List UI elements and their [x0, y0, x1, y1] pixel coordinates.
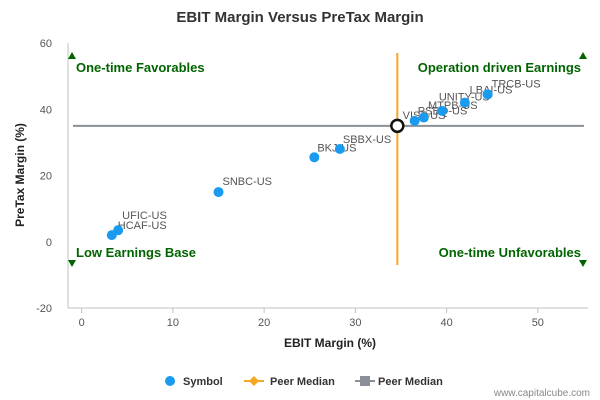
- legend-item-symbol[interactable]: Symbol: [165, 376, 223, 388]
- legend-item-peer-median-vertical[interactable]: Peer Median: [244, 376, 335, 388]
- legend-vertical-median-marker: [249, 376, 259, 386]
- scatter-point[interactable]: [482, 89, 493, 100]
- scatter-points: UFIC-USHCAF-USSNBC-USBKJ-USSBBX-USVIST-U…: [106, 78, 541, 241]
- legend-horizontal-median-marker: [360, 376, 370, 386]
- chart-title: EBIT Margin Versus PreTax Margin: [176, 9, 423, 26]
- y-axis-title: PreTax Margin (%): [13, 123, 27, 227]
- corner-arrow-bottom-right-icon: [579, 260, 587, 267]
- legend-horizontal-median-label: Peer Median: [378, 376, 443, 388]
- quadrant-label-bottom-left: Low Earnings Base: [76, 245, 196, 260]
- legend-vertical-median-label: Peer Median: [270, 376, 335, 388]
- point-label: TRCB-US: [492, 78, 541, 90]
- point-label: SBBX-US: [343, 134, 391, 146]
- y-tick-label: 40: [40, 104, 52, 116]
- axes: [67, 43, 588, 309]
- x-tick-label: 10: [167, 317, 179, 329]
- x-tick-label: 40: [440, 317, 452, 329]
- credit-text[interactable]: www.capitalcube.com: [493, 388, 590, 399]
- x-axis-ticks: 0 10 20 30 40 50: [79, 308, 544, 329]
- legend[interactable]: Symbol Peer Median Peer Median: [165, 376, 443, 388]
- scatter-point[interactable]: [334, 144, 345, 154]
- point-label: UNITY-US: [439, 92, 490, 104]
- point-label: LBAI-US: [470, 84, 513, 96]
- scatter-point[interactable]: [459, 97, 470, 108]
- corner-arrow-bottom-left-icon: [68, 260, 76, 267]
- median-intersection-marker: [390, 118, 405, 134]
- point-label: UFIC-US: [122, 210, 167, 222]
- x-tick-label: 30: [349, 317, 361, 329]
- corner-arrow-top-left-icon: [68, 52, 76, 59]
- x-tick-label: 20: [258, 317, 270, 329]
- x-axis-title: EBIT Margin (%): [284, 336, 376, 350]
- point-label: SNBC-US: [223, 176, 273, 188]
- x-tick-label: 50: [532, 317, 544, 329]
- scatter-point[interactable]: [437, 105, 448, 116]
- y-tick-label: 20: [40, 171, 52, 183]
- legend-symbol-label: Symbol: [183, 376, 223, 388]
- quadrant-label-top-left: One-time Favorables: [76, 60, 205, 75]
- quadrant-corner-arrows: [68, 52, 587, 267]
- scatter-point[interactable]: [309, 152, 320, 163]
- y-tick-label: 0: [46, 237, 52, 249]
- corner-arrow-top-right-icon: [579, 52, 587, 59]
- scatter-point[interactable]: [213, 187, 224, 198]
- y-tick-label: 60: [40, 38, 52, 50]
- legend-symbol-marker: [165, 376, 175, 386]
- y-axis-ticks: -20 0 20 40 60: [36, 38, 52, 315]
- point-label: HCAF-US: [118, 220, 167, 232]
- scatter-point[interactable]: [409, 115, 420, 126]
- y-tick-label: -20: [36, 303, 52, 315]
- quadrant-label-bottom-right: One-time Unfavorables: [439, 245, 581, 260]
- scatter-point[interactable]: [106, 230, 117, 241]
- peer-median-lines: [73, 52, 584, 265]
- quadrant-label-top-right: Operation driven Earnings: [418, 60, 581, 75]
- legend-item-peer-median-horizontal[interactable]: Peer Median: [355, 376, 443, 388]
- x-tick-label: 0: [79, 317, 85, 329]
- scatter-point[interactable]: [418, 112, 429, 123]
